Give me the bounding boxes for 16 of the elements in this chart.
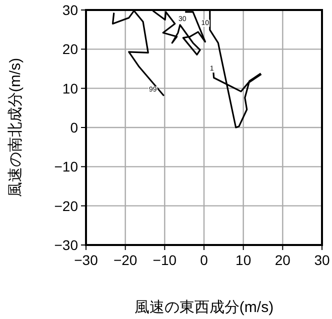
y-tick-label: 20 [62, 41, 78, 58]
y-tick-label: −10 [54, 158, 78, 175]
x-tick-label: 10 [236, 252, 252, 268]
y-tick-label: 10 [62, 80, 78, 96]
x-tick-label: 30 [314, 252, 330, 268]
x-tick-label: 0 [200, 252, 208, 268]
x-tick-label: −10 [152, 252, 177, 268]
x-tick-label: 20 [274, 252, 291, 268]
x-tick-label: −30 [74, 252, 98, 268]
y-axis-title: 風速の南北成分(m/s) [7, 58, 24, 198]
y-tick-label: −20 [54, 198, 78, 214]
y-tick-label: 0 [70, 120, 78, 136]
y-tick-label: −30 [54, 237, 78, 253]
x-axis-title: 風速の東西成分(m/s) [134, 299, 274, 316]
x-tick-label: −20 [113, 252, 138, 268]
y-tick-label: 30 [62, 2, 78, 18]
